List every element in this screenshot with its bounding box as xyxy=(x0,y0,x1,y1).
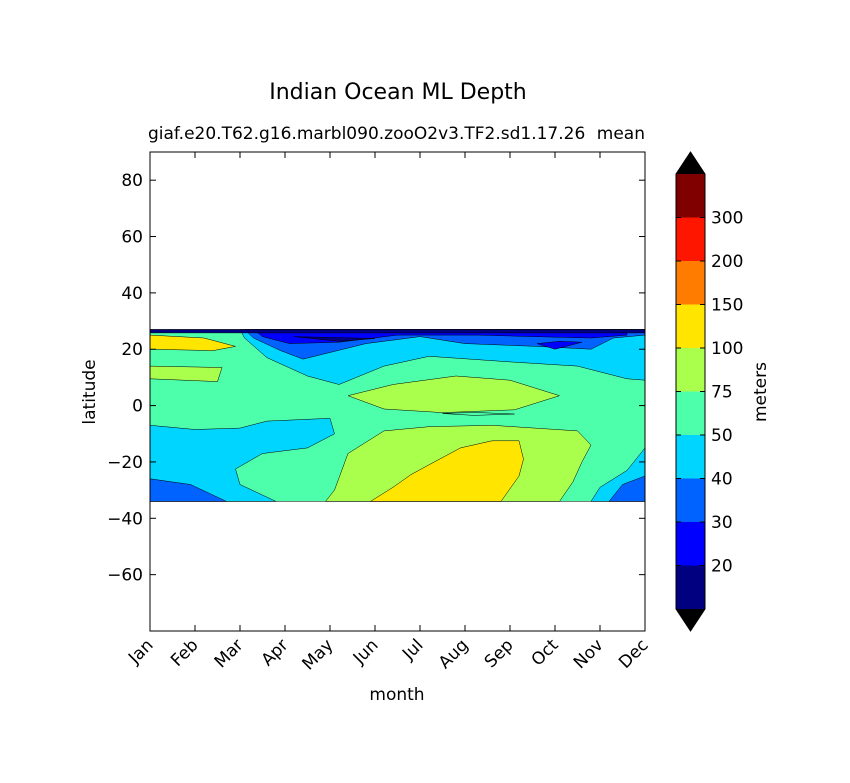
y-tick-label: 40 xyxy=(121,284,143,304)
contour-band-75-100 xyxy=(347,375,561,413)
contour-band-40-50 xyxy=(150,418,335,502)
colorbar-tick-label: 30 xyxy=(711,513,733,533)
y-axis-label: latitude xyxy=(80,359,100,424)
contour-band-10-20 xyxy=(150,329,645,334)
colorbar-segment xyxy=(676,565,705,609)
colorbar-tick-label: 150 xyxy=(711,296,743,316)
colorbar-outline xyxy=(675,151,706,632)
x-tick-label: Feb xyxy=(167,635,202,670)
contour-band-100-150 xyxy=(369,440,524,502)
x-tick-label: Aug xyxy=(435,635,473,673)
x-tick-label: May xyxy=(299,635,338,674)
y-tick-label: 0 xyxy=(132,397,143,417)
colorbar-tick-label: 200 xyxy=(711,252,743,272)
y-tick-label: 80 xyxy=(121,171,143,191)
x-tick-label: Nov xyxy=(570,635,608,673)
chart-title: Indian Ocean ML Depth xyxy=(269,80,527,105)
colorbar-segment xyxy=(676,174,705,218)
contour-band-30-40 xyxy=(150,478,227,502)
colorbar-tick-label: 50 xyxy=(711,426,733,446)
x-tick-label: Apr xyxy=(258,635,293,670)
x-tick-label: Jul xyxy=(398,635,427,664)
colorbar-extend-min xyxy=(676,609,705,631)
x-tick-label: Jun xyxy=(349,635,383,669)
x-tick-label: Mar xyxy=(211,635,248,672)
colorbar-segment xyxy=(676,348,705,392)
x-tick-labels: Jan Feb Mar Apr May Jun Jul Aug Sep Oct Nov Dec xyxy=(124,635,652,674)
chart-subtitle-right: mean xyxy=(597,124,645,144)
x-axis-label: month xyxy=(369,685,424,705)
plot-frame xyxy=(149,151,646,632)
contour-band-10-20 xyxy=(293,336,376,342)
y-tick-label: −20 xyxy=(107,453,143,473)
colorbar-tick-label: 100 xyxy=(711,339,743,359)
colorbar-segment xyxy=(676,304,705,348)
contour-band-75-100 xyxy=(150,365,223,382)
x-tick-label: Jan xyxy=(124,635,157,668)
plot-area xyxy=(149,151,646,632)
y-tick-label: 20 xyxy=(121,340,143,360)
contour-band-100-150 xyxy=(150,334,236,351)
contour-band-50-75 xyxy=(442,412,515,416)
x-tick-label: Oct xyxy=(528,635,563,670)
colorbar-segment xyxy=(676,217,705,261)
y-tick-label: −60 xyxy=(107,566,143,586)
colorbar-segment xyxy=(676,391,705,435)
colorbar-segment xyxy=(676,522,705,566)
y-tick-labels: 80 60 40 20 0 −20 −40 −60 xyxy=(107,171,143,585)
colorbar-tick-label: 40 xyxy=(711,470,733,490)
colorbar-tick-label: 75 xyxy=(711,383,733,403)
colorbar-tick-label: 20 xyxy=(711,557,733,577)
contour-layer xyxy=(150,329,645,502)
colorbar-label: meters xyxy=(751,362,771,422)
colorbar: 20 30 40 50 75 100 150 200 300 xyxy=(675,151,743,632)
contour-band-20-30 xyxy=(536,341,583,350)
colorbar-segment xyxy=(676,435,705,479)
chart-subtitle: giaf.e20.T62.g16.marbl090.zooO2v3.TF2.sd… xyxy=(148,124,585,144)
x-tick-label: Sep xyxy=(481,635,518,672)
colorbar-tick-label: 300 xyxy=(711,209,743,229)
colorbar-segment xyxy=(676,478,705,522)
contour-band-30-40 xyxy=(608,475,645,502)
x-tick-label: Dec xyxy=(615,635,652,672)
y-tick-label: −40 xyxy=(107,509,143,529)
colorbar-segment xyxy=(676,261,705,305)
colorbar-extend-max xyxy=(676,152,705,174)
y-tick-label: 60 xyxy=(121,228,143,248)
